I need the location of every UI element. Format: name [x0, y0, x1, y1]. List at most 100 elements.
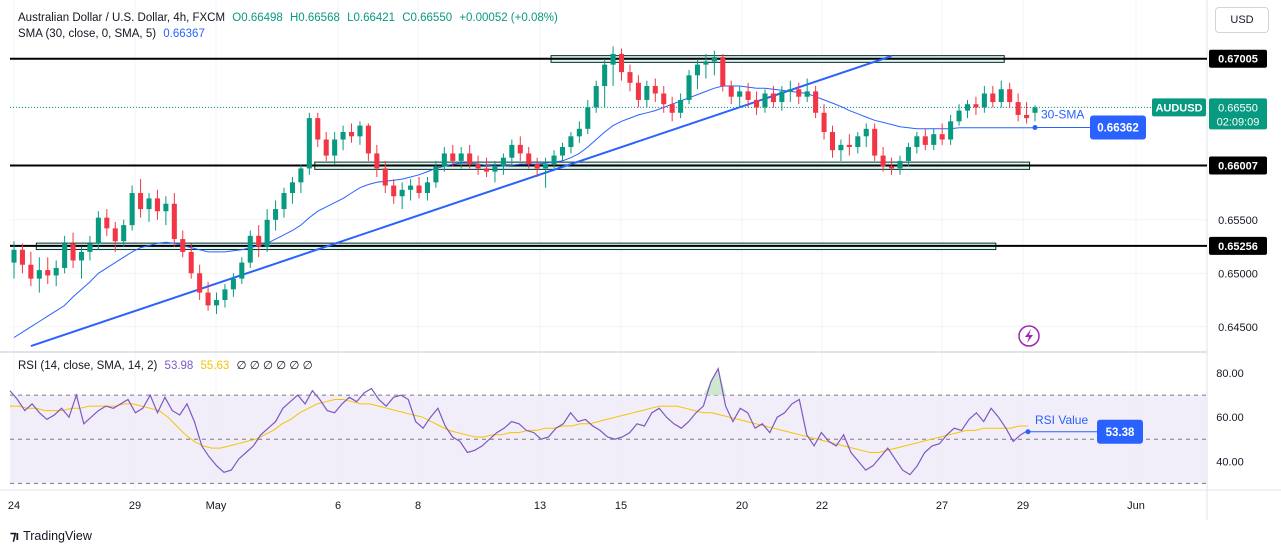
- sma-callout-name: 30-SMA: [1041, 108, 1084, 122]
- candle-body: [779, 91, 785, 103]
- candle-body: [1024, 114, 1030, 119]
- candle-body: [298, 168, 304, 183]
- candle-body: [78, 251, 85, 261]
- candle-body: [112, 228, 118, 242]
- candle-body: [87, 243, 93, 252]
- price-tick-label: 0.64500: [1218, 322, 1258, 334]
- price-level-label: 0.66007: [1218, 161, 1258, 173]
- candle-body: [509, 144, 515, 158]
- candle-body: [273, 209, 279, 220]
- rsi-band: [10, 395, 1207, 484]
- candle-body: [424, 182, 430, 194]
- sma-callout-value: 0.66362: [1097, 123, 1139, 135]
- candle-body: [863, 128, 869, 137]
- candle-body: [281, 193, 287, 210]
- candle-body: [289, 182, 295, 194]
- lightning-icon-glyph: [1025, 329, 1033, 343]
- symbol-title[interactable]: Australian Dollar / U.S. Dollar, 4h, FXC…: [18, 12, 226, 24]
- candle-body: [348, 132, 355, 137]
- time-tick-label: 6: [335, 500, 341, 512]
- last-price-label: 0.66550: [1218, 102, 1258, 114]
- candle-body: [931, 134, 937, 145]
- candle-body: [880, 155, 886, 167]
- rsi-callout-name: RSI Value: [1035, 413, 1088, 427]
- trendline-line: [30, 55, 892, 348]
- candle-body: [644, 86, 650, 100]
- candle-body: [559, 147, 566, 156]
- rsi-tick-label: 80.00: [1216, 368, 1244, 380]
- time-axis[interactable]: 24 29 May 6 8 13 15 20 22 27 29 Jun: [8, 500, 1145, 512]
- candle-body: [711, 57, 717, 62]
- sma-legend-label: SMA (30, close, 0, SMA, 5): [18, 28, 157, 40]
- candle-body: [129, 193, 135, 226]
- candle-body: [323, 139, 329, 156]
- countdown-label: 02:09:09: [1217, 116, 1260, 128]
- candle-body: [652, 86, 658, 94]
- candle-body: [146, 198, 152, 210]
- candle-body: [846, 144, 852, 148]
- candle-body: [855, 136, 861, 148]
- tradingview-logo-text: TradingView: [23, 529, 92, 543]
- candle-body: [745, 91, 751, 100]
- candle-body: [121, 225, 127, 242]
- candle-body: [998, 89, 1004, 103]
- candle-body: [602, 64, 608, 87]
- candle-body: [28, 264, 34, 279]
- candle-body: [948, 121, 954, 140]
- candle-body: [36, 270, 42, 279]
- candle-body: [53, 267, 59, 276]
- tradingview-logo-icon: ⁊ı: [10, 528, 19, 543]
- candle-body: [678, 99, 684, 113]
- candle-body: [475, 164, 481, 169]
- candle-body: [889, 166, 895, 169]
- price-level-tag: [1209, 49, 1267, 68]
- time-tick-label: 15: [615, 500, 627, 512]
- rsi-legend-extra: ∅ ∅ ∅ ∅ ∅ ∅: [236, 360, 313, 372]
- candle-body: [171, 203, 177, 240]
- annotations: 0.66362 30-SMA 53.38 RSI Value: [1018, 108, 1146, 444]
- candle-body: [154, 198, 160, 212]
- candle-body: [551, 155, 557, 165]
- candle-body: [568, 136, 574, 148]
- candle-body: [239, 262, 245, 279]
- candle-body: [526, 153, 532, 165]
- time-tick-label: 29: [129, 500, 141, 512]
- tradingview-logo[interactable]: ⁊ı TradingView: [10, 528, 92, 544]
- candle-body: [770, 93, 776, 103]
- candle-body: [981, 93, 987, 108]
- time-tick-label: 27: [936, 500, 948, 512]
- low-value: L0.66421: [347, 12, 396, 24]
- change-value: +0.00052 (+0.08%): [459, 12, 558, 24]
- time-tick-label: 8: [415, 500, 421, 512]
- horizontal-levels: [10, 57, 1207, 247]
- candle-body: [635, 82, 641, 100]
- rsi-legend[interactable]: RSI (14, close, SMA, 14, 2) 53.98 55.63 …: [18, 358, 317, 372]
- candle-body: [138, 193, 144, 210]
- candle-body: [627, 72, 633, 83]
- time-tick-label: 22: [816, 500, 828, 512]
- candle-body: [19, 249, 25, 265]
- lightning-icon: [1018, 325, 1040, 347]
- candle-body: [205, 292, 211, 306]
- candle-body: [163, 203, 169, 212]
- sma-legend[interactable]: SMA (30, close, 0, SMA, 5) 0.66367: [18, 28, 209, 40]
- candle-body: [534, 164, 540, 169]
- currency-button[interactable]: USD: [1215, 7, 1269, 33]
- symbol-tag: [1152, 98, 1206, 117]
- candle-body: [821, 112, 827, 133]
- last-price-tag: [1209, 98, 1267, 130]
- time-tick-label: Jun: [1127, 500, 1145, 512]
- candle-body: [593, 86, 599, 108]
- price-axis[interactable]: 0.67005 0.66550 02:09:09 AUDUSD 0.66007 0.655…: [1152, 49, 1267, 469]
- candle-body: [357, 125, 363, 137]
- time-tick-label: May: [206, 500, 227, 512]
- candle-body: [450, 153, 456, 161]
- rsi-ma-line: [10, 399, 1028, 453]
- candle-body: [492, 166, 498, 172]
- candle-body: [939, 134, 945, 140]
- candle-body: [306, 118, 312, 169]
- candle-body: [188, 251, 194, 274]
- time-tick-label: 29: [1017, 500, 1029, 512]
